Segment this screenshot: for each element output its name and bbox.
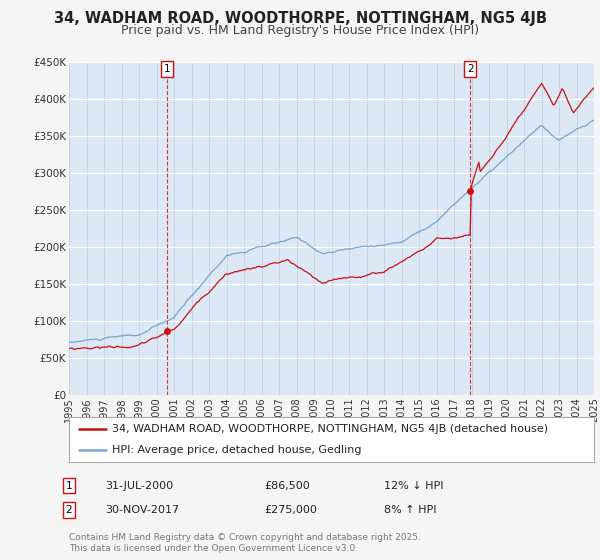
Text: 2: 2 (65, 505, 73, 515)
Text: 31-JUL-2000: 31-JUL-2000 (105, 480, 173, 491)
Text: HPI: Average price, detached house, Gedling: HPI: Average price, detached house, Gedl… (112, 445, 362, 455)
Text: 2: 2 (467, 64, 473, 74)
Text: 34, WADHAM ROAD, WOODTHORPE, NOTTINGHAM, NG5 4JB (detached house): 34, WADHAM ROAD, WOODTHORPE, NOTTINGHAM,… (112, 424, 548, 434)
Text: Price paid vs. HM Land Registry's House Price Index (HPI): Price paid vs. HM Land Registry's House … (121, 24, 479, 36)
Text: 34, WADHAM ROAD, WOODTHORPE, NOTTINGHAM, NG5 4JB: 34, WADHAM ROAD, WOODTHORPE, NOTTINGHAM,… (53, 11, 547, 26)
Text: 12% ↓ HPI: 12% ↓ HPI (384, 480, 443, 491)
Text: Contains HM Land Registry data © Crown copyright and database right 2025.: Contains HM Land Registry data © Crown c… (69, 533, 421, 542)
Text: 8% ↑ HPI: 8% ↑ HPI (384, 505, 437, 515)
Text: £275,000: £275,000 (264, 505, 317, 515)
Text: 1: 1 (163, 64, 170, 74)
Text: This data is licensed under the Open Government Licence v3.0.: This data is licensed under the Open Gov… (69, 544, 358, 553)
Text: 1: 1 (65, 480, 73, 491)
Text: 30-NOV-2017: 30-NOV-2017 (105, 505, 179, 515)
Text: £86,500: £86,500 (264, 480, 310, 491)
